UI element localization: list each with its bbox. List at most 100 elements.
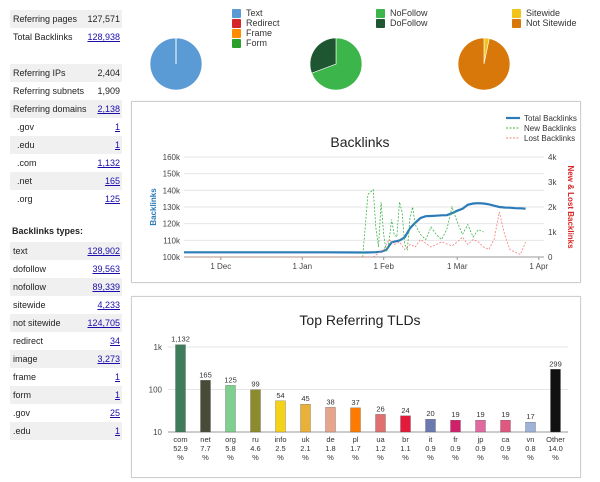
stat-value-link[interactable]: 2,138 xyxy=(97,104,120,114)
stat-value-link[interactable]: 1 xyxy=(114,426,120,436)
stat-value-link[interactable]: 128,902 xyxy=(87,246,120,256)
stat-row-referring-pages: Referring pages 127,571 xyxy=(10,10,122,28)
stat-label: .gov xyxy=(13,408,31,418)
bar-value-label: 19 xyxy=(501,410,509,419)
stat-value-link[interactable]: 3,273 xyxy=(97,354,120,364)
pie-chart-3 xyxy=(457,37,511,91)
percent-label: 1.2 xyxy=(375,444,385,453)
stat-value: 2,404 xyxy=(97,68,120,78)
tld-chart-panel: Top Referring TLDs 10 100 1k 1,132 com 52.9% 16… xyxy=(131,296,581,478)
stat-row-gov: .gov 25 xyxy=(10,404,122,422)
bar-value-label: 17 xyxy=(526,412,534,421)
percent-label: 5.8 xyxy=(225,444,235,453)
x-tick-label: 1 Mar xyxy=(447,262,468,271)
percent-sign-label: % xyxy=(502,453,509,462)
y-tick-label: 150k xyxy=(163,170,181,179)
y-tick-label: 140k xyxy=(163,186,181,195)
stat-value-link[interactable]: 1,132 xyxy=(97,158,120,168)
stat-value-link[interactable]: 124,705 xyxy=(87,318,120,328)
x-tick-label: 1 Feb xyxy=(373,262,394,271)
category-label: org xyxy=(225,435,236,444)
stat-value-link[interactable]: 125 xyxy=(104,194,120,204)
stat-value-link[interactable]: 4,233 xyxy=(97,300,120,310)
bar-value-label: 19 xyxy=(476,410,484,419)
legend-label: Sitewide xyxy=(526,8,561,18)
percent-label: 2.1 xyxy=(300,444,310,453)
legend-label-lost-backlinks: Lost Backlinks xyxy=(524,134,575,143)
percent-label: 7.7 xyxy=(200,444,210,453)
stat-label: image xyxy=(13,354,38,364)
backlink-types-section: Backlinks types: text 128,902 dofollow 39,5… xyxy=(10,226,122,440)
legend-item-text: Text xyxy=(232,8,280,18)
legend-swatch xyxy=(232,8,241,18)
bar-it xyxy=(425,419,436,433)
bar-value-label: 99 xyxy=(251,380,259,389)
stat-value-link[interactable]: 25 xyxy=(109,408,120,418)
stat-value-link[interactable]: 39,563 xyxy=(92,264,120,274)
stat-value-link[interactable]: 1 xyxy=(114,122,120,132)
stat-value-link[interactable]: 1 xyxy=(114,140,120,150)
summary-table: Referring pages 127,571 Total Backlinks 128… xyxy=(10,10,122,46)
x-tick-label: 1 Apr xyxy=(529,262,548,271)
stat-row-sitewide: sitewide 4,233 xyxy=(10,296,122,314)
legend-swatch xyxy=(376,18,385,28)
bar-value-label: 1,132 xyxy=(171,335,190,344)
stat-value-link[interactable]: 89,339 xyxy=(92,282,120,292)
stat-row-referring-subnets: Referring subnets 1,909 xyxy=(10,82,122,100)
percent-sign-label: % xyxy=(452,453,459,462)
stat-row-total-backlinks: Total Backlinks 128,938 xyxy=(10,28,122,46)
stat-value-link[interactable]: 1 xyxy=(114,372,120,382)
stat-value-link[interactable]: 1 xyxy=(114,390,120,400)
y-axis-label: Backlinks xyxy=(149,188,158,226)
bar-value-label: 38 xyxy=(326,397,334,406)
legend-follow: NoFollow DoFollow xyxy=(376,8,428,28)
bar-value-label: 165 xyxy=(199,370,212,379)
percent-sign-label: % xyxy=(427,453,434,462)
stat-label: Referring pages xyxy=(13,14,78,24)
series-line-total-backlinks xyxy=(184,202,526,254)
bar-org xyxy=(225,385,236,433)
bar-jp xyxy=(475,420,486,433)
category-label: fr xyxy=(453,435,458,444)
stat-label: .edu xyxy=(13,426,31,436)
y2-axis-label: New & Lost Backlinks xyxy=(566,165,575,249)
legend-label: Text xyxy=(246,8,263,18)
stat-label: Referring domains xyxy=(13,104,87,114)
percent-sign-label: % xyxy=(252,453,259,462)
legend-label: Frame xyxy=(246,28,273,38)
y2-tick-label: 1k xyxy=(548,228,557,237)
stat-row-referring-ips: Referring IPs 2,404 xyxy=(10,64,122,82)
y-tick-label: 160k xyxy=(163,153,181,162)
bar-ca xyxy=(500,420,511,433)
legend-item-frame: Frame xyxy=(232,28,280,38)
chart-title: Top Referring TLDs xyxy=(299,312,420,328)
pie-slice-not-sitewide xyxy=(457,37,511,91)
stat-value: 127,571 xyxy=(87,14,120,24)
stats-sidebar: Referring pages 127,571 Total Backlinks 128… xyxy=(10,10,122,440)
bar-value-label: 45 xyxy=(301,394,309,403)
percent-sign-label: % xyxy=(377,453,384,462)
y-tick-label: 100 xyxy=(149,386,163,395)
stat-row-nofollow: nofollow 89,339 xyxy=(10,278,122,296)
percent-sign-label: % xyxy=(327,453,334,462)
percent-label: 4.6 xyxy=(250,444,260,453)
stat-value-link[interactable]: 128,938 xyxy=(87,32,120,42)
percent-sign-label: % xyxy=(277,453,284,462)
legend-label: Form xyxy=(246,38,267,48)
bar-com xyxy=(175,344,186,433)
stat-label: dofollow xyxy=(13,264,47,274)
stat-label: .org xyxy=(17,194,33,204)
category-label: com xyxy=(173,435,187,444)
percent-sign-label: % xyxy=(552,453,559,462)
stat-row-org: .org 125 xyxy=(10,190,122,208)
legend-label: Redirect xyxy=(246,18,280,28)
stat-row-not-sitewide: not sitewide 124,705 xyxy=(10,314,122,332)
bar-fr xyxy=(450,420,461,433)
percent-label: 0.9 xyxy=(450,444,460,453)
stat-value-link[interactable]: 34 xyxy=(109,336,120,346)
stat-value-link[interactable]: 165 xyxy=(104,176,120,186)
stat-value: 1,909 xyxy=(97,86,120,96)
category-label: uk xyxy=(302,435,310,444)
percent-sign-label: % xyxy=(227,453,234,462)
